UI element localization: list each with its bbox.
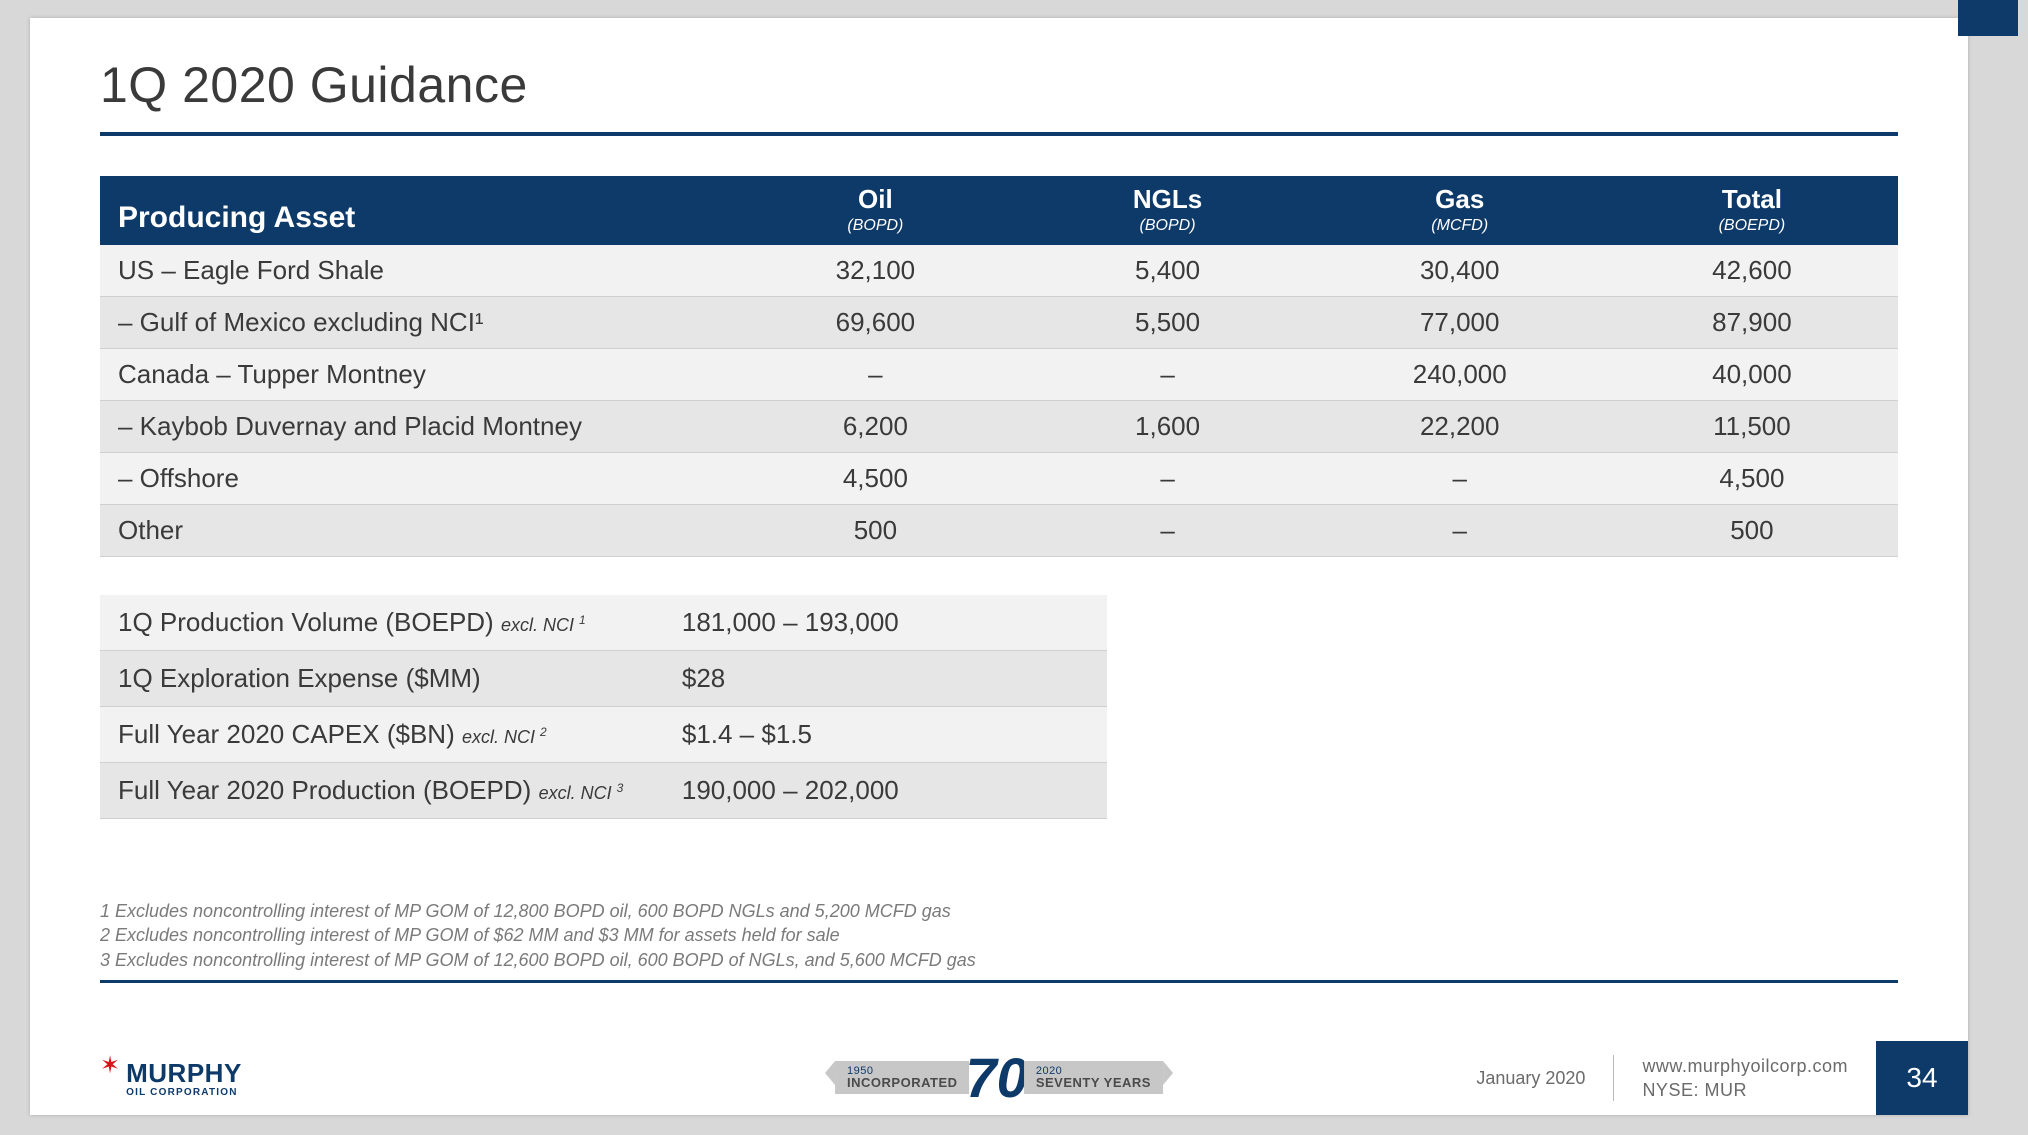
col-header-total: Total (BOEPD) <box>1606 176 1898 245</box>
cell-gas: – <box>1314 453 1606 505</box>
anniversary-badge: 1950 INCORPORATED 70 2020 SEVENTY YEARS <box>835 1056 1163 1101</box>
summary-value: $1.4 – $1.5 <box>664 707 1107 763</box>
cell-gas: 240,000 <box>1314 349 1606 401</box>
cell-gas: 77,000 <box>1314 297 1606 349</box>
page-title: 1Q 2020 Guidance <box>100 56 1898 114</box>
cell-total: 500 <box>1606 505 1898 557</box>
summary-value: 181,000 – 193,000 <box>664 595 1107 651</box>
summary-row: 1Q Production Volume (BOEPD) excl. NCI 1… <box>100 595 1107 651</box>
star-icon: ✶ <box>100 1054 120 1078</box>
summary-value: 190,000 – 202,000 <box>664 763 1107 819</box>
summary-table: 1Q Production Volume (BOEPD) excl. NCI 1… <box>100 595 1107 819</box>
cell-oil: – <box>729 349 1021 401</box>
table-row: Canada – Tupper Montney – – 240,000 40,0… <box>100 349 1898 401</box>
slide-content: 1Q 2020 Guidance Producing Asset Oil (BO… <box>30 18 1968 972</box>
cell-ngls: – <box>1021 505 1313 557</box>
cell-oil: 69,600 <box>729 297 1021 349</box>
footer-links: www.murphyoilcorp.com NYSE: MUR <box>1614 1054 1876 1103</box>
col-unit: (BOPD) <box>743 217 1007 235</box>
table-header: Producing Asset Oil (BOPD) NGLs (BOPD) G… <box>100 176 1898 245</box>
table-row: – Gulf of Mexico excluding NCI¹ 69,600 5… <box>100 297 1898 349</box>
cell-total: 40,000 <box>1606 349 1898 401</box>
cell-ngls: 5,400 <box>1021 245 1313 297</box>
col-label: Total <box>1722 184 1782 214</box>
cell-asset: – Offshore <box>100 453 729 505</box>
cell-total: 87,900 <box>1606 297 1898 349</box>
cell-total: 42,600 <box>1606 245 1898 297</box>
cell-ngls: – <box>1021 453 1313 505</box>
summary-label: Full Year 2020 CAPEX ($BN) excl. NCI 2 <box>100 707 664 763</box>
cell-asset: US – Eagle Ford Shale <box>100 245 729 297</box>
cell-asset: Other <box>100 505 729 557</box>
table-row: US – Eagle Ford Shale 32,100 5,400 30,40… <box>100 245 1898 297</box>
producing-asset-table: Producing Asset Oil (BOPD) NGLs (BOPD) G… <box>100 176 1898 557</box>
top-accent-bar <box>1958 0 2018 36</box>
cell-gas: – <box>1314 505 1606 557</box>
footnote: 2 Excludes noncontrolling interest of MP… <box>100 923 1898 947</box>
col-header-oil: Oil (BOPD) <box>729 176 1021 245</box>
table-row: – Offshore 4,500 – – 4,500 <box>100 453 1898 505</box>
ribbon-label: SEVENTY YEARS <box>1036 1075 1151 1090</box>
table-row: – Kaybob Duvernay and Placid Montney 6,2… <box>100 401 1898 453</box>
brand-name: MURPHY <box>126 1058 242 1088</box>
col-header-ngls: NGLs (BOPD) <box>1021 176 1313 245</box>
footer: ✶ MURPHY OIL CORPORATION 1950 INCORPORAT… <box>30 1041 1968 1115</box>
footer-rule <box>100 980 1898 983</box>
footnote: 3 Excludes noncontrolling interest of MP… <box>100 948 1898 972</box>
summary-row: 1Q Exploration Expense ($MM) $28 <box>100 651 1107 707</box>
brand-logo: ✶ MURPHY OIL CORPORATION <box>100 1058 242 1098</box>
summary-label: 1Q Production Volume (BOEPD) excl. NCI 1 <box>100 595 664 651</box>
col-unit: (BOPD) <box>1035 217 1299 235</box>
cell-asset: Canada – Tupper Montney <box>100 349 729 401</box>
col-unit: (BOEPD) <box>1620 217 1884 235</box>
cell-oil: 6,200 <box>729 401 1021 453</box>
brand-subtitle: OIL CORPORATION <box>126 1087 242 1098</box>
ribbon-label: INCORPORATED <box>847 1075 957 1090</box>
slide: 1Q 2020 Guidance Producing Asset Oil (BO… <box>30 18 1968 1115</box>
cell-ngls: 1,600 <box>1021 401 1313 453</box>
cell-gas: 22,200 <box>1314 401 1606 453</box>
footer-ticker: NYSE: MUR <box>1642 1080 1747 1100</box>
table-body: US – Eagle Ford Shale 32,100 5,400 30,40… <box>100 245 1898 557</box>
table-row: Other 500 – – 500 <box>100 505 1898 557</box>
summary-label: Full Year 2020 Production (BOEPD) excl. … <box>100 763 664 819</box>
col-header-gas: Gas (MCFD) <box>1314 176 1606 245</box>
page-number: 34 <box>1876 1041 1968 1115</box>
cell-ngls: 5,500 <box>1021 297 1313 349</box>
anniversary-number: 70 <box>966 1056 1028 1101</box>
cell-total: 11,500 <box>1606 401 1898 453</box>
cell-asset: – Kaybob Duvernay and Placid Montney <box>100 401 729 453</box>
footnote: 1 Excludes noncontrolling interest of MP… <box>100 899 1898 923</box>
col-header-asset: Producing Asset <box>100 176 729 245</box>
footnotes: 1 Excludes noncontrolling interest of MP… <box>100 899 1898 972</box>
col-unit: (MCFD) <box>1328 217 1592 235</box>
summary-value: $28 <box>664 651 1107 707</box>
cell-ngls: – <box>1021 349 1313 401</box>
col-label: Oil <box>858 184 893 214</box>
title-underline <box>100 132 1898 136</box>
summary-row: Full Year 2020 CAPEX ($BN) excl. NCI 2 $… <box>100 707 1107 763</box>
summary-row: Full Year 2020 Production (BOEPD) excl. … <box>100 763 1107 819</box>
ribbon-right: 2020 SEVENTY YEARS <box>1024 1061 1163 1094</box>
cell-oil: 4,500 <box>729 453 1021 505</box>
cell-gas: 30,400 <box>1314 245 1606 297</box>
footer-date: January 2020 <box>1476 1068 1613 1089</box>
cell-total: 4,500 <box>1606 453 1898 505</box>
footer-url: www.murphyoilcorp.com <box>1642 1056 1848 1076</box>
footer-right: January 2020 www.murphyoilcorp.com NYSE:… <box>1476 1041 1968 1115</box>
col-label: Gas <box>1435 184 1484 214</box>
col-label: NGLs <box>1133 184 1202 214</box>
cell-asset: – Gulf of Mexico excluding NCI¹ <box>100 297 729 349</box>
cell-oil: 32,100 <box>729 245 1021 297</box>
cell-oil: 500 <box>729 505 1021 557</box>
ribbon-left: 1950 INCORPORATED <box>835 1061 969 1094</box>
summary-label: 1Q Exploration Expense ($MM) <box>100 651 664 707</box>
